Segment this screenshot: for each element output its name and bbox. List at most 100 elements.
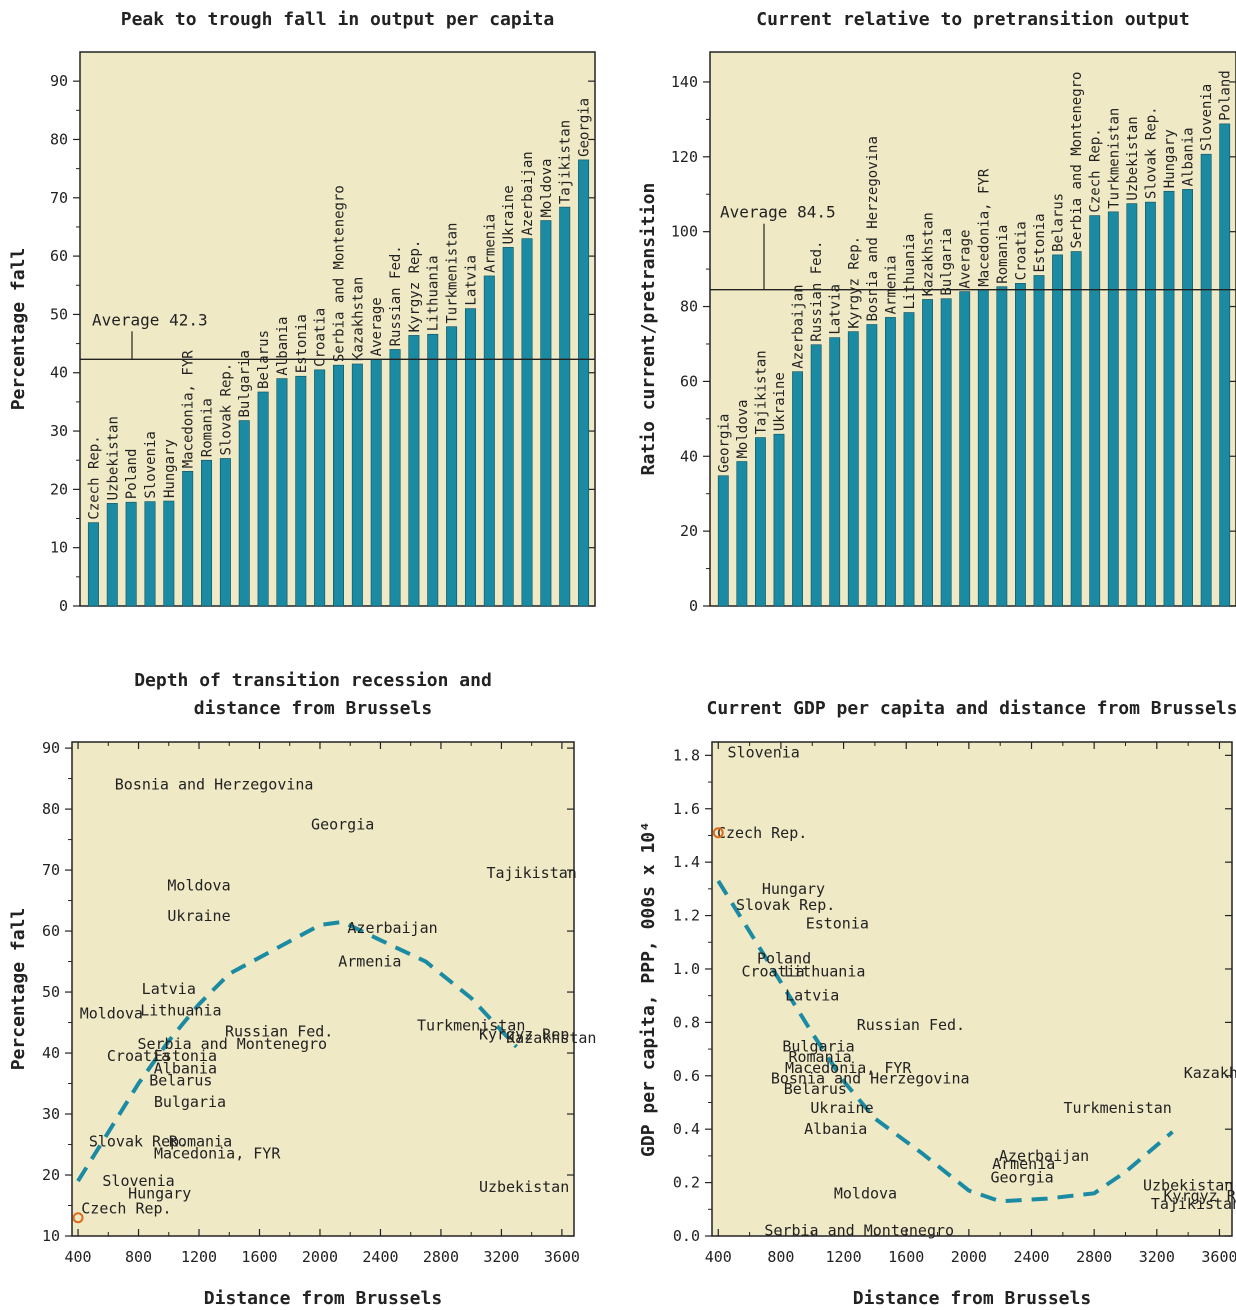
chart-recession-depth-vs-distance: 10 20 30 40 50 60 70 80 90 400 800 1200 1600 2000 2400…: [8, 670, 596, 1309]
average-label: Average 42.3: [92, 310, 208, 329]
bar-label-albania: Albania: [275, 317, 291, 376]
point-label-slovenia: Slovenia: [728, 744, 800, 762]
chart-gdp-vs-distance: 0.0 0.2 0.4 0.6 0.8 1.0 1.2 1.4 1.6 1.8 400 800 1200…: [638, 698, 1236, 1309]
bar-tajikistan: [755, 437, 766, 607]
x-axis-label: Distance from Brussels: [853, 1288, 1091, 1309]
bar-estonia: [295, 375, 307, 607]
point-label-albania: Albania: [154, 1059, 217, 1077]
bar-label-croatia: Croatia: [1013, 221, 1029, 280]
point-label-czech-rep: Czech Rep.: [717, 824, 807, 842]
bar-label-serbia-and-montenegro: Serbia and Montenegro: [1069, 71, 1085, 248]
y-tick-label: 40: [50, 364, 68, 382]
bar-uzbekistan: [106, 503, 118, 607]
bar-label-russian-fed: Russian Fed.: [388, 245, 404, 346]
point-label-ukraine: Ukraine: [167, 907, 230, 925]
bar-label-latvia: Latvia: [828, 284, 844, 335]
bar-label-czech-rep: Czech Rep.: [1088, 128, 1104, 212]
bar-moldova: [736, 461, 748, 607]
y-tick-label: 50: [42, 983, 60, 1001]
bar-uzbekistan: [1126, 203, 1138, 607]
x-tick-label: 1600: [888, 1248, 924, 1266]
bar-label-moldova: Moldova: [539, 159, 555, 218]
y-tick-label: 1.4: [673, 853, 700, 871]
bar-armenia: [885, 317, 896, 607]
y-tick-label: 60: [50, 247, 68, 265]
y-tick-label: 10: [42, 1227, 60, 1245]
bar-label-turkmenistan: Turkmenistan: [445, 223, 461, 324]
point-label-kyrgyz-rep: Kyrgyz Rep.: [479, 1026, 578, 1044]
bar-label-armenia: Armenia: [482, 214, 498, 273]
bar-georgia: [578, 159, 590, 607]
bar-azerbaijan: [521, 238, 533, 607]
point-label-croatia: Croatia: [741, 963, 804, 981]
point-label-moldova: Moldova: [80, 1004, 143, 1022]
point-label-azerbaijan: Azerbaijan: [999, 1147, 1089, 1165]
bar-average: [370, 359, 382, 607]
bar-label-romania: Romania: [200, 398, 216, 457]
bar-kazakhstan: [351, 363, 363, 607]
y-tick-label: 30: [42, 1105, 60, 1123]
bar-albania: [1182, 189, 1193, 607]
bar-label-kyrgyz-rep: Kyrgyz Rep.: [407, 240, 423, 333]
bar-label-azerbaijan: Azerbaijan: [791, 284, 807, 368]
bar-russian-fed: [810, 344, 822, 607]
bar-belarus: [1052, 254, 1063, 607]
bar-belarus: [257, 391, 269, 607]
point-label-moldova: Moldova: [167, 876, 230, 894]
point-label-estonia: Estonia: [154, 1047, 217, 1065]
y-tick-label: 100: [671, 223, 698, 241]
point-label-belarus: Belarus: [784, 1080, 847, 1098]
point-label-moldova: Moldova: [834, 1184, 897, 1202]
point-label-albania: Albania: [804, 1120, 867, 1138]
bar-macedonia-fyr: [977, 289, 989, 607]
bar-poland: [125, 501, 137, 607]
point-label-romania: Romania: [788, 1048, 851, 1066]
bar-label-hungary: Hungary: [162, 439, 178, 498]
bar-czech-rep: [87, 522, 99, 607]
point-label-latvia: Latvia: [142, 980, 196, 998]
point-label-georgia: Georgia: [991, 1168, 1054, 1186]
chart-title-line: Depth of transition recession and: [134, 670, 492, 691]
y-tick-label: 60: [42, 922, 60, 940]
bar-label-croatia: Croatia: [313, 308, 329, 367]
bar-label-poland: Poland: [1218, 70, 1234, 121]
bar-hungary: [1163, 190, 1175, 607]
y-tick-label: 0: [59, 597, 68, 615]
x-tick-label: 1600: [241, 1248, 277, 1266]
bar-label-turkmenistan: Turkmenistan: [1106, 108, 1122, 209]
y-tick-label: 70: [42, 861, 60, 879]
bar-label-azerbaijan: Azerbaijan: [520, 151, 536, 235]
bar-bulgaria: [238, 420, 250, 607]
x-tick-label: 2400: [362, 1248, 398, 1266]
point-label-slovak-rep: Slovak Rep.: [89, 1132, 188, 1150]
bar-latvia: [464, 308, 476, 607]
point-label-macedonia-fyr: Macedonia, FYR: [785, 1059, 912, 1077]
bar-label-slovak-rep: Slovak Rep.: [1143, 106, 1159, 199]
bar-average: [959, 291, 971, 607]
point-label-macedonia-fyr: Macedonia, FYR: [154, 1145, 281, 1163]
y-tick-label: 0.0: [673, 1227, 700, 1245]
point-label-lithuania: Lithuania: [140, 1001, 221, 1019]
y-tick-label: 120: [671, 148, 698, 166]
point-label-hungary: Hungary: [762, 880, 825, 898]
bar-slovenia: [144, 501, 156, 607]
x-tick-label: 3600: [544, 1248, 580, 1266]
point-label-armenia: Armenia: [992, 1155, 1055, 1173]
bar-label-ukraine: Ukraine: [501, 185, 517, 244]
bar-label-bulgaria: Bulgaria: [237, 350, 253, 417]
bar-label-uzbekistan: Uzbekistan: [105, 416, 121, 500]
y-tick-label: 1.8: [673, 746, 700, 764]
x-tick-label: 3200: [1139, 1248, 1175, 1266]
bar-lithuania: [427, 333, 439, 607]
bar-albania: [276, 378, 288, 607]
y-tick-label: 60: [680, 372, 698, 390]
plot-frame: [711, 741, 1233, 1237]
bar-label-russian-fed: Russian Fed.: [809, 241, 825, 342]
x-axis-label: Distance from Brussels: [204, 1288, 442, 1309]
y-tick-label: 40: [42, 1044, 60, 1062]
point-label-turkmenistan: Turkmenistan: [417, 1017, 525, 1035]
point-label-azerbaijan: Azerbaijan: [347, 919, 437, 937]
point-label-estonia: Estonia: [806, 915, 869, 933]
x-tick-label: 1200: [181, 1248, 217, 1266]
bar-label-slovenia: Slovenia: [143, 431, 159, 498]
